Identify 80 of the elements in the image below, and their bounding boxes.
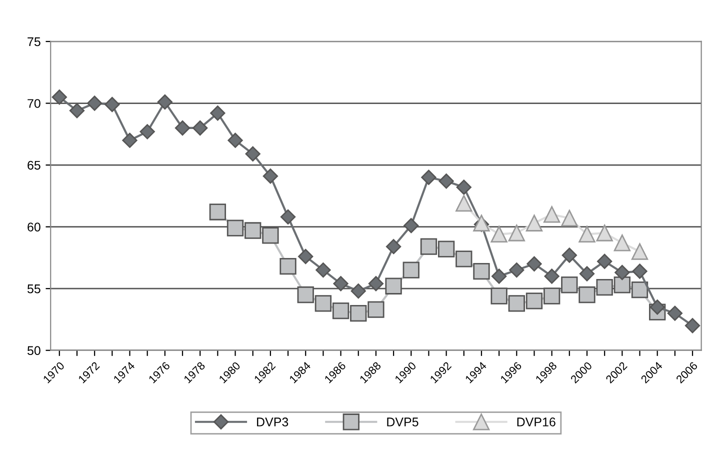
point <box>316 262 331 278</box>
point <box>596 279 613 296</box>
point <box>614 264 630 280</box>
point <box>456 180 472 195</box>
point <box>667 306 682 321</box>
point <box>526 256 542 272</box>
y-tick-label: 70 <box>28 99 40 108</box>
point <box>473 262 490 280</box>
point <box>140 124 155 140</box>
point <box>650 300 665 315</box>
point <box>508 295 525 312</box>
point <box>333 276 348 292</box>
point <box>561 276 578 294</box>
point <box>209 204 226 220</box>
point <box>297 286 314 304</box>
point <box>69 103 85 118</box>
point <box>543 288 560 304</box>
point <box>226 220 244 236</box>
point <box>157 94 172 110</box>
point <box>402 262 420 278</box>
point <box>631 243 648 260</box>
legend-label: DVP16 <box>517 418 556 426</box>
point <box>314 295 332 312</box>
point <box>332 302 350 320</box>
y-tick-label: 60 <box>28 222 40 232</box>
point <box>526 292 543 310</box>
point <box>244 222 262 239</box>
point <box>262 168 278 184</box>
y-tick-label: 75 <box>28 37 40 46</box>
point <box>245 146 260 162</box>
point <box>684 318 700 334</box>
legend-label: DVP3 <box>257 418 288 426</box>
point <box>544 268 560 284</box>
point <box>579 266 595 282</box>
point <box>210 106 226 121</box>
point <box>491 268 507 284</box>
point <box>596 224 613 242</box>
point <box>509 262 524 278</box>
point <box>490 226 508 243</box>
point <box>298 248 314 264</box>
point <box>562 248 577 263</box>
point <box>438 240 455 258</box>
point <box>597 254 612 269</box>
point <box>368 276 384 292</box>
y-tick-label: 50 <box>27 346 40 356</box>
point <box>368 301 384 318</box>
point <box>578 286 596 304</box>
point <box>350 283 366 299</box>
point <box>104 96 120 112</box>
point <box>438 174 454 189</box>
point <box>262 227 279 244</box>
point <box>490 288 508 304</box>
legend-label: DVP5 <box>387 418 418 426</box>
y-tick-label: 65 <box>28 160 40 170</box>
point <box>508 224 525 242</box>
point <box>385 278 402 294</box>
y-tick-label: 55 <box>27 284 40 294</box>
point <box>561 210 578 226</box>
point <box>614 276 631 294</box>
point <box>192 120 208 136</box>
point <box>421 170 436 185</box>
point <box>404 218 419 234</box>
point <box>386 239 402 254</box>
point <box>456 250 472 268</box>
point <box>280 258 296 275</box>
point <box>122 132 138 148</box>
point <box>420 238 438 255</box>
point <box>543 206 560 223</box>
point <box>87 96 102 111</box>
point <box>578 226 596 243</box>
point <box>228 132 243 148</box>
point <box>614 234 631 252</box>
point <box>280 209 296 224</box>
point <box>174 120 190 136</box>
point <box>52 90 67 105</box>
point <box>350 304 367 322</box>
point <box>526 214 543 232</box>
point <box>632 264 648 279</box>
point <box>631 281 648 298</box>
point <box>456 195 472 212</box>
